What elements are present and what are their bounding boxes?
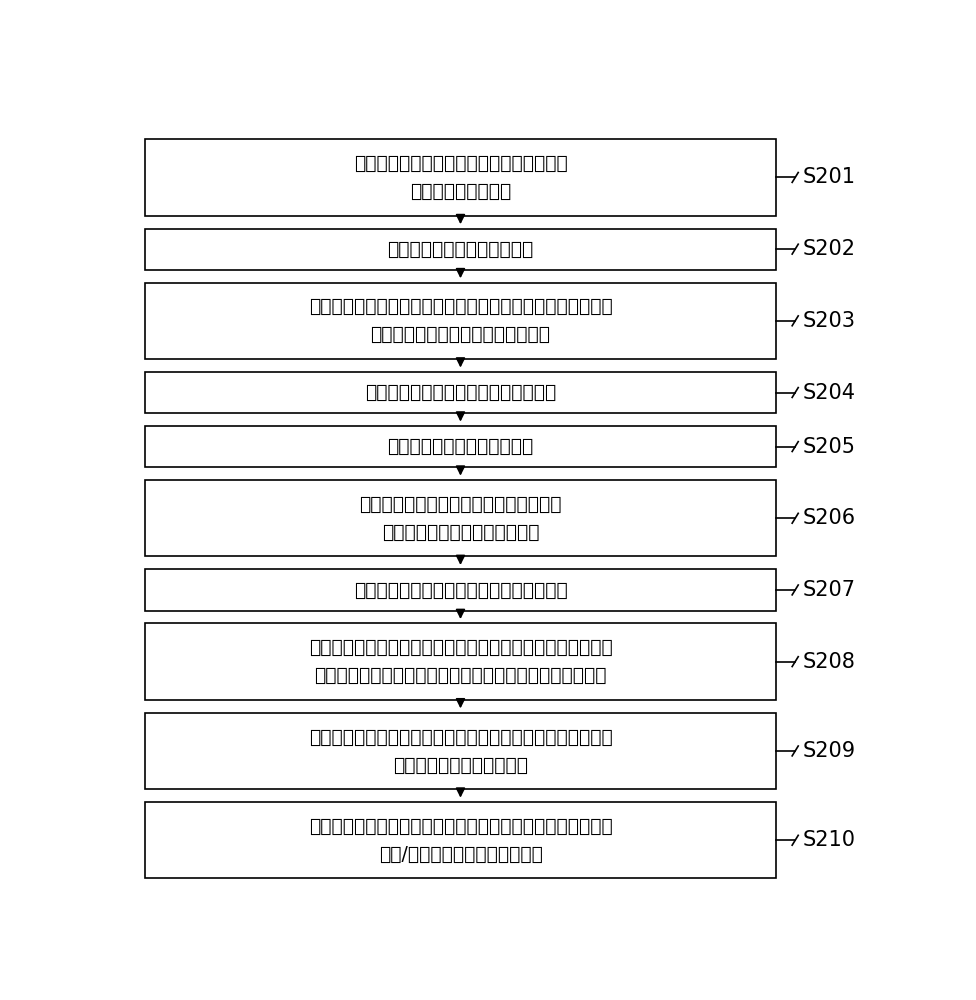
Text: 在所述氧化壁外侧形成上侧墙: 在所述氧化壁外侧形成上侧墙 [387,437,534,456]
Text: 在所述应变硅层上形成栅极结构，所述栅极结构包括栅氧化层
以及位于所述栅氧化层上的多晶硅层: 在所述应变硅层上形成栅极结构，所述栅极结构包括栅氧化层 以及位于所述栅氧化层上的… [308,297,612,344]
Text: S209: S209 [802,741,856,761]
Text: S205: S205 [802,437,856,457]
Text: 提供硅衬底，向所述硅衬底中注入锗离子，
快速退火形成锗硅层: 提供硅衬底，向所述硅衬底中注入锗离子， 快速退火形成锗硅层 [353,154,567,201]
Bar [144,426,776,467]
Bar [144,802,776,878]
Bar [144,372,776,413]
Text: S204: S204 [802,383,856,403]
Text: 移除所述上侧墙，以在栅极结构及氧化壁下方保留的半导体衬
底两侧形成侧墙，所述侧墙的顶部低于所述栅氧化层的底部: 移除所述上侧墙，以在栅极结构及氧化壁下方保留的半导体衬 底两侧形成侧墙，所述侧墙… [308,638,612,685]
Text: 以所述应变硅层上方的器件结构为掩膜，
依次刻蚀所述应变硅层和锗硅层: 以所述应变硅层上方的器件结构为掩膜， 依次刻蚀所述应变硅层和锗硅层 [359,495,562,542]
Text: 再氧化上述器件结构表面，形成表面氧化层: 再氧化上述器件结构表面，形成表面氧化层 [353,580,567,599]
Text: 在所述硅锗层上形成应变硅层: 在所述硅锗层上形成应变硅层 [387,240,534,259]
Text: 以所述栅极结构及氧化壁为掩膜，在所述硅外延层中进行轻掺
杂源/漏区离子注入以形成超浅结: 以所述栅极结构及氧化壁为掩膜，在所述硅外延层中进行轻掺 杂源/漏区离子注入以形成… [308,817,612,864]
Bar [144,139,776,216]
Bar [144,623,776,700]
Bar [144,713,776,789]
Text: 在所述半导体衬底上形成硅外延层，并平坦化所述硅外延层的
顶部至所述栅氧化层的底部: 在所述半导体衬底上形成硅外延层，并平坦化所述硅外延层的 顶部至所述栅氧化层的底部 [308,727,612,774]
Text: S203: S203 [802,311,856,331]
Text: S201: S201 [802,167,856,187]
Bar [144,569,776,611]
Text: S207: S207 [802,580,856,600]
Bar [144,480,776,556]
Bar [144,283,776,359]
Text: 氧化所述栅极结构的侧壁以形成氧化壁: 氧化所述栅极结构的侧壁以形成氧化壁 [365,383,556,402]
Text: S210: S210 [802,830,856,850]
Text: S206: S206 [802,508,856,528]
Bar [144,229,776,270]
Text: S208: S208 [802,652,856,672]
Text: S202: S202 [802,239,856,259]
